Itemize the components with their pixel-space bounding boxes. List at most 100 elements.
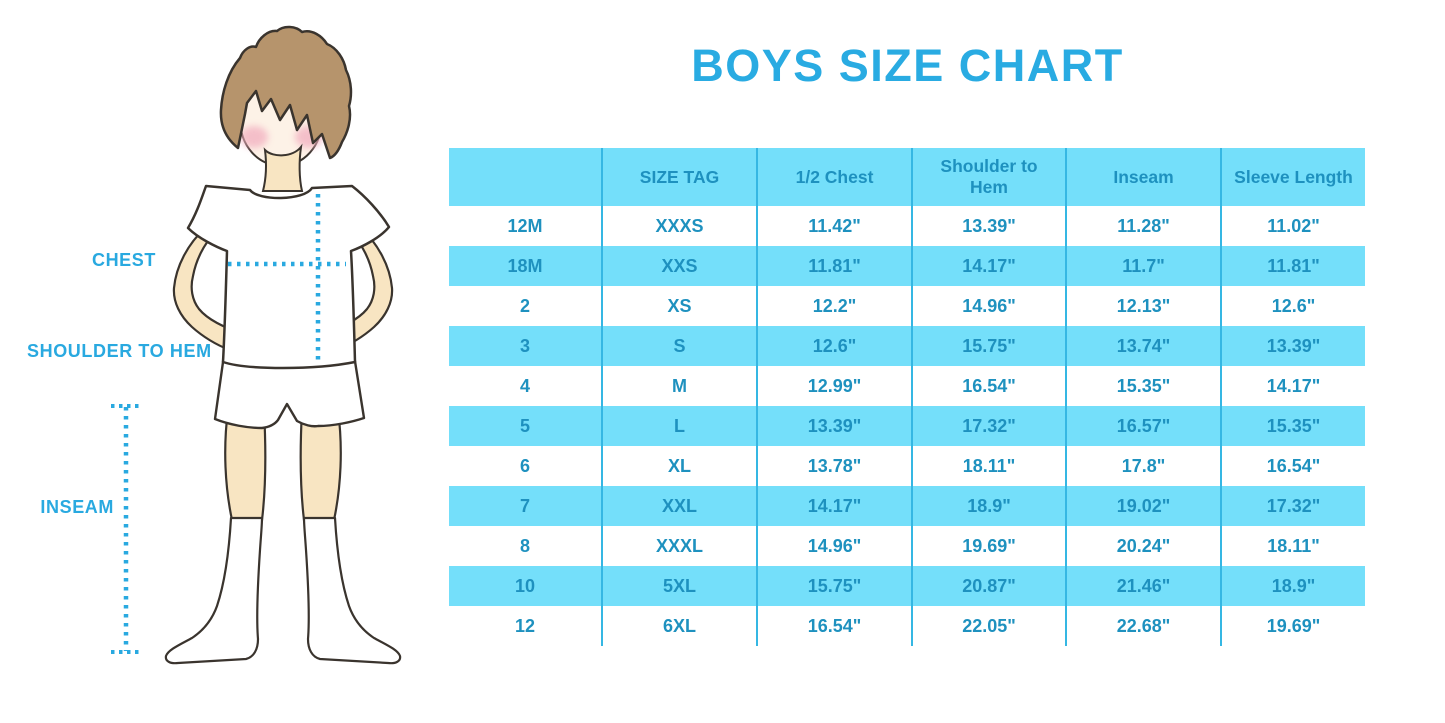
measurement-cell: 14.17": [1220, 366, 1365, 406]
size-row: 18M XXS 11.81" 14.17" 11.7" 11.81": [449, 246, 1365, 286]
measurement-cell: 15.35": [1065, 366, 1221, 406]
measurement-cell: M: [601, 366, 757, 406]
page-title: BOYS SIZE CHART: [691, 40, 1124, 91]
measurement-cell: 15.75": [911, 326, 1066, 366]
left-sock: [164, 516, 264, 665]
size-row: 10 5XL 15.75" 20.87" 21.46" 18.9": [449, 566, 1365, 606]
measurement-cell: 22.05": [911, 606, 1066, 646]
size-label-cell: 10: [449, 566, 602, 606]
column-header: SIZE TAG: [601, 148, 757, 206]
measurement-cell: 12.13": [1065, 286, 1221, 326]
measurement-cell: 5XL: [601, 566, 757, 606]
measurement-cell: 18.9": [911, 486, 1066, 526]
boy-illustration: [111, 25, 402, 665]
measurement-cell: 13.78": [756, 446, 912, 486]
column-header: Inseam: [1065, 148, 1221, 206]
corner-header-cell: [449, 148, 602, 206]
measurement-cell: 11.7": [1065, 246, 1221, 286]
neck: [261, 143, 304, 192]
measurement-cell: 16.54": [1220, 446, 1365, 486]
measurement-cell: XXL: [601, 486, 757, 526]
shoulder-to-hem-label: SHOULDER TO HEM: [27, 341, 212, 361]
measurement-cell: 14.17": [756, 486, 912, 526]
right-sock: [302, 516, 402, 665]
size-label-cell: 2: [519, 295, 530, 316]
socks: [164, 516, 402, 665]
measurement-cell: 14.17": [911, 246, 1066, 286]
measurement-cell: 18.9": [1220, 566, 1365, 606]
measurement-cell: XL: [601, 446, 757, 486]
measurement-cell: 16.54": [911, 366, 1066, 406]
measurement-cell: 11.02": [1220, 206, 1365, 246]
shorts: [213, 353, 366, 430]
size-row: 7 XXL 14.17" 18.9" 19.02" 17.32": [449, 486, 1365, 526]
size-label-cell: 4: [519, 375, 530, 396]
measurement-cell: XXXS: [601, 206, 757, 246]
measurement-cell: 19.69": [911, 526, 1066, 566]
size-label-cell: 5: [449, 406, 602, 446]
measurement-cell: 12.2": [756, 286, 912, 326]
measurement-cell: 13.39": [911, 206, 1066, 246]
measurement-cell: 17.32": [1220, 486, 1365, 526]
measurement-cell: 19.69": [1220, 606, 1365, 646]
size-label-cell: 7: [449, 486, 602, 526]
size-table: SIZE TAG 1/2 Chest Shoulder to Hem Inseam Sl…: [449, 148, 1365, 646]
size-row: 12M XXXS 11.42" 13.39" 11.28" 11.02": [449, 206, 1365, 246]
size-row: 6 XL 13.78" 18.11" 17.8" 16.54": [449, 446, 1365, 486]
measurement-cell: 13.39": [756, 406, 912, 446]
measurement-cell: 17.32": [911, 406, 1066, 446]
measurement-cell: 18.11": [911, 446, 1066, 486]
size-label-cell: 6: [519, 455, 530, 476]
size-label-cell: 3: [449, 326, 602, 366]
chest-label: CHEST: [91, 250, 156, 270]
measurement-cell: 20.87": [911, 566, 1066, 606]
size-row: 5 L 13.39" 17.32" 16.57" 15.35": [449, 406, 1365, 446]
measurement-cell: XXS: [601, 246, 757, 286]
measurement-cell: 21.46": [1065, 566, 1221, 606]
measurement-cell: 18.11": [1220, 526, 1365, 566]
t-shirt: [186, 184, 391, 370]
measurement-cell: 6XL: [601, 606, 757, 646]
size-row: 12 6XL 16.54" 22.05" 22.68" 19.69": [449, 606, 1365, 646]
measurement-cell: 12.6": [1220, 286, 1365, 326]
column-header: Sleeve Length: [1220, 148, 1365, 206]
size-label-cell: 12: [514, 615, 536, 636]
size-label-cell: 18M: [449, 246, 602, 286]
measurement-cell: 22.68": [1065, 606, 1221, 646]
size-label-cell: 8: [519, 535, 530, 556]
legs: [224, 408, 342, 522]
measurement-cell: XS: [601, 286, 757, 326]
blush-left: [240, 126, 268, 148]
measurement-lines: [111, 194, 346, 654]
measurement-cell: 19.02": [1065, 486, 1221, 526]
measurement-cell: 15.75": [756, 566, 912, 606]
measurement-cell: S: [601, 326, 757, 366]
measurement-cell: 16.54": [756, 606, 912, 646]
measurement-cell: 11.81": [756, 246, 912, 286]
measurement-cell: 13.39": [1220, 326, 1365, 366]
header-row: SIZE TAG 1/2 Chest Shoulder to Hem Inseam Sl…: [449, 148, 1365, 206]
measurement-cell: 13.74": [1065, 326, 1221, 366]
size-row: 4 M 12.99" 16.54" 15.35" 14.17": [449, 366, 1365, 406]
column-header: 1/2 Chest: [756, 148, 912, 206]
measurement-cell: 11.81": [1220, 246, 1365, 286]
column-header: Shoulder to Hem: [911, 148, 1066, 206]
boy-head: [219, 25, 353, 192]
measurement-cell: 12.6": [756, 326, 912, 366]
measurement-cell: 14.96": [911, 286, 1066, 326]
size-row: 3 S 12.6" 15.75" 13.74" 13.39": [449, 326, 1365, 366]
measurement-cell: 16.57": [1065, 406, 1221, 446]
measurement-cell: 17.8": [1065, 446, 1221, 486]
measurement-cell: L: [601, 406, 757, 446]
inseam-label: INSEAM: [40, 497, 114, 517]
measurement-cell: XXXL: [601, 526, 757, 566]
size-label-cell: 12M: [507, 215, 543, 236]
size-row: 2 XS 12.2" 14.96" 12.13" 12.6": [449, 286, 1365, 326]
measurement-cell: 11.42": [756, 206, 912, 246]
measurement-cell: 11.28": [1065, 206, 1221, 246]
measurement-cell: 15.35": [1220, 406, 1365, 446]
measurement-cell: 12.99": [756, 366, 912, 406]
measurement-cell: 14.96": [756, 526, 912, 566]
measurement-cell: 20.24": [1065, 526, 1221, 566]
